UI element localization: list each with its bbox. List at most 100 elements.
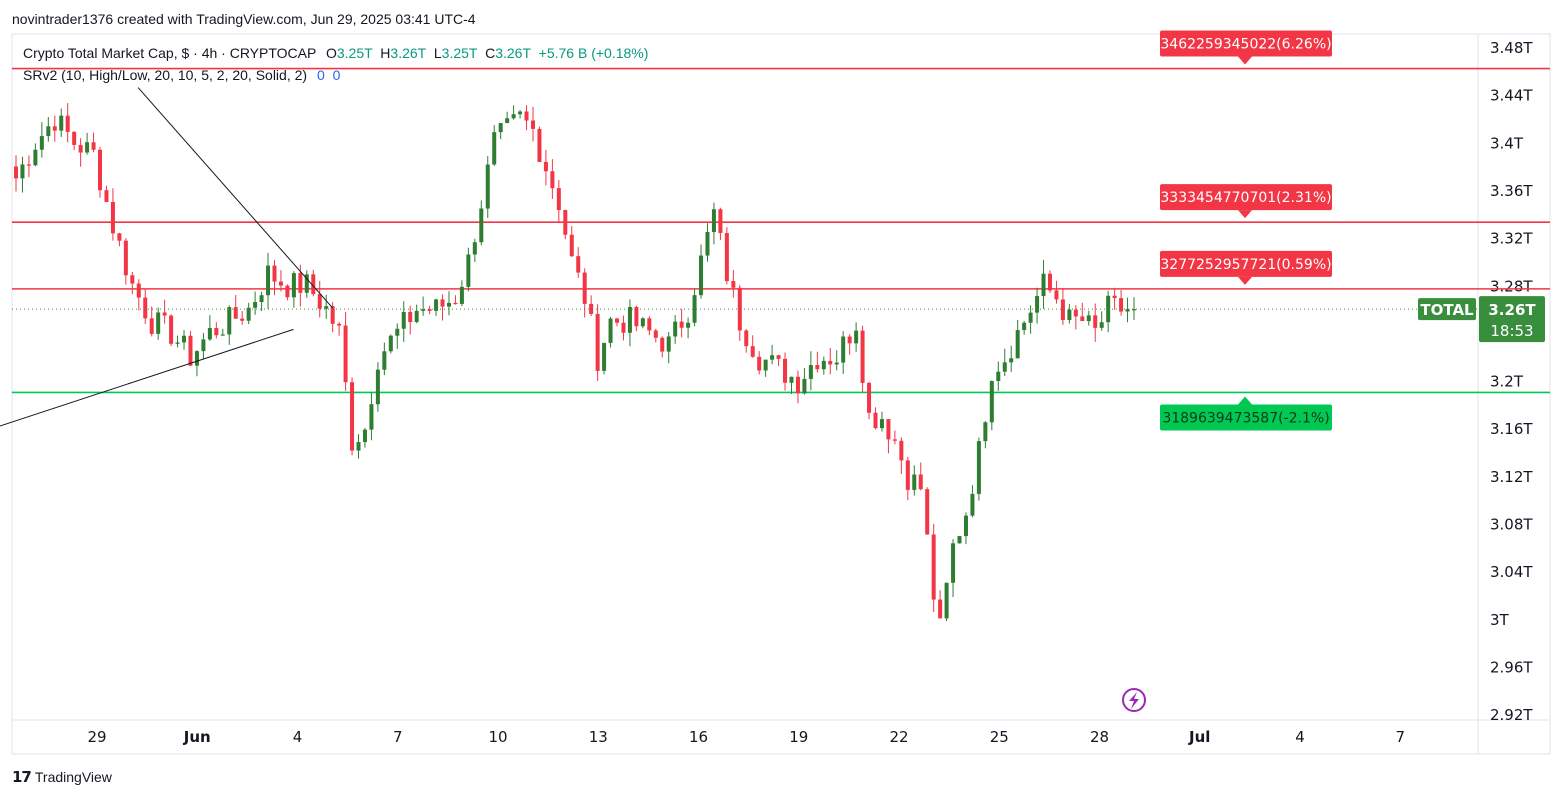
candle-down	[169, 315, 174, 344]
brand-name: TradingView	[34, 769, 112, 785]
candle-down	[1073, 309, 1078, 317]
candle-up	[1022, 322, 1027, 331]
lightning-bolt	[1129, 692, 1139, 709]
candle-up	[414, 310, 419, 323]
candle-down	[847, 336, 852, 344]
candle-up	[789, 376, 794, 383]
candle-up	[259, 295, 264, 303]
candle-up	[996, 371, 1001, 382]
candle-down	[311, 274, 316, 295]
chart-caption: novintrader1376 created with TradingView…	[12, 11, 476, 27]
candle-down	[272, 265, 277, 282]
level-tag-label: 3277252957721(0.59%)	[1160, 257, 1331, 273]
candle-down	[569, 234, 574, 257]
x-tick-label: 19	[789, 728, 808, 746]
candle-up	[291, 273, 296, 298]
candle-up	[324, 306, 329, 309]
countdown-label: 18:53	[1490, 322, 1533, 340]
x-tick-label: 4	[293, 728, 303, 746]
candle-down	[240, 318, 245, 321]
candle-down	[653, 330, 658, 338]
candle-up	[1041, 273, 1046, 297]
support-resistance-levels: 3462259345022(6.26%) 3333454770701(2.31%)…	[12, 30, 1550, 431]
candle-up	[808, 365, 813, 379]
candle-up	[608, 318, 613, 343]
candle-down	[938, 599, 943, 619]
candle-up	[1035, 296, 1040, 313]
level-tag-pointer	[1238, 276, 1252, 285]
trendline	[0, 328, 294, 427]
candle-up	[711, 209, 716, 233]
candle-up	[201, 339, 206, 352]
candle-down	[925, 489, 930, 535]
candle-down	[660, 337, 665, 352]
candle-down	[1093, 315, 1098, 328]
candle-up	[1125, 309, 1130, 312]
x-tick-label: 25	[990, 728, 1009, 746]
candle-up	[912, 474, 917, 490]
candle-down	[615, 318, 620, 323]
current-price-marker: TOTAL 3.26T 18:53	[12, 296, 1545, 343]
x-tick-label: 7	[1395, 728, 1405, 746]
candle-down	[679, 321, 684, 328]
candle-up	[304, 274, 309, 293]
x-tick-label: 29	[87, 728, 106, 746]
candle-down	[233, 307, 238, 319]
candle-up	[1002, 362, 1007, 372]
y-tick-label: 3.36T	[1490, 182, 1533, 200]
candle-down	[718, 209, 723, 234]
indicator-legend[interactable]: SRv2 (10, High/Low, 20, 10, 5, 2, 20, So…	[23, 67, 340, 83]
candle-up	[466, 254, 471, 287]
candle-up	[821, 360, 826, 370]
candle-down	[576, 256, 581, 273]
time-axis: 29 Jun 4 7 10 13 16 19 22 25 28 Jul 4 7	[87, 728, 1405, 746]
y-tick-label: 3.16T	[1490, 420, 1533, 438]
candle-down	[892, 439, 897, 441]
candle-up	[627, 307, 632, 333]
y-tick-label: 3.48T	[1490, 39, 1533, 57]
candle-down	[1054, 290, 1059, 300]
open-value: 3.25T	[336, 45, 373, 61]
candle-down	[117, 233, 122, 241]
candle-down	[550, 171, 555, 189]
candle-up	[1015, 330, 1020, 359]
y-tick-label: 2.96T	[1490, 658, 1533, 676]
candle-down	[783, 358, 788, 383]
y-tick-label: 3.4T	[1490, 134, 1524, 152]
candle-up	[802, 378, 807, 394]
symbol-tag-label: TOTAL	[1420, 301, 1474, 319]
x-tick-label: 7	[393, 728, 403, 746]
candle-up	[485, 164, 490, 209]
candle-up	[511, 114, 516, 119]
lightning-icon[interactable]	[1122, 688, 1146, 712]
candle-up	[673, 321, 678, 337]
candle-up	[944, 582, 949, 619]
candle-up	[1131, 309, 1137, 311]
candle-up	[498, 123, 503, 133]
candle-down	[130, 275, 135, 284]
candle-down	[1047, 273, 1052, 291]
symbol-legend[interactable]: Crypto Total Market Cap, $ · 4h · CRYPTO…	[23, 45, 649, 61]
candle-down	[563, 210, 568, 235]
candle-down	[65, 115, 70, 132]
low-value: 3.25T	[441, 45, 478, 61]
candle-down	[453, 302, 458, 305]
candle-up	[156, 312, 161, 334]
tradingview-branding[interactable]: 𝟭𝟳 TradingView	[12, 768, 112, 786]
candle-up	[1086, 315, 1091, 322]
indicator-value: 0	[316, 67, 325, 83]
candle-up	[175, 342, 180, 344]
price-axis-tag	[1479, 296, 1545, 343]
candle-down	[931, 534, 936, 600]
candle-up	[602, 342, 607, 371]
candle-up	[666, 336, 671, 352]
candle-up	[1009, 358, 1014, 363]
candle-up	[395, 328, 400, 336]
y-tick-label: 3.44T	[1490, 87, 1533, 105]
close-value: 3.26T	[495, 45, 531, 61]
tradingview-logo-icon: 𝟭𝟳	[12, 769, 32, 786]
candle-up	[220, 334, 225, 336]
candle-down	[867, 382, 872, 413]
x-tick-label: Jun	[183, 728, 211, 746]
